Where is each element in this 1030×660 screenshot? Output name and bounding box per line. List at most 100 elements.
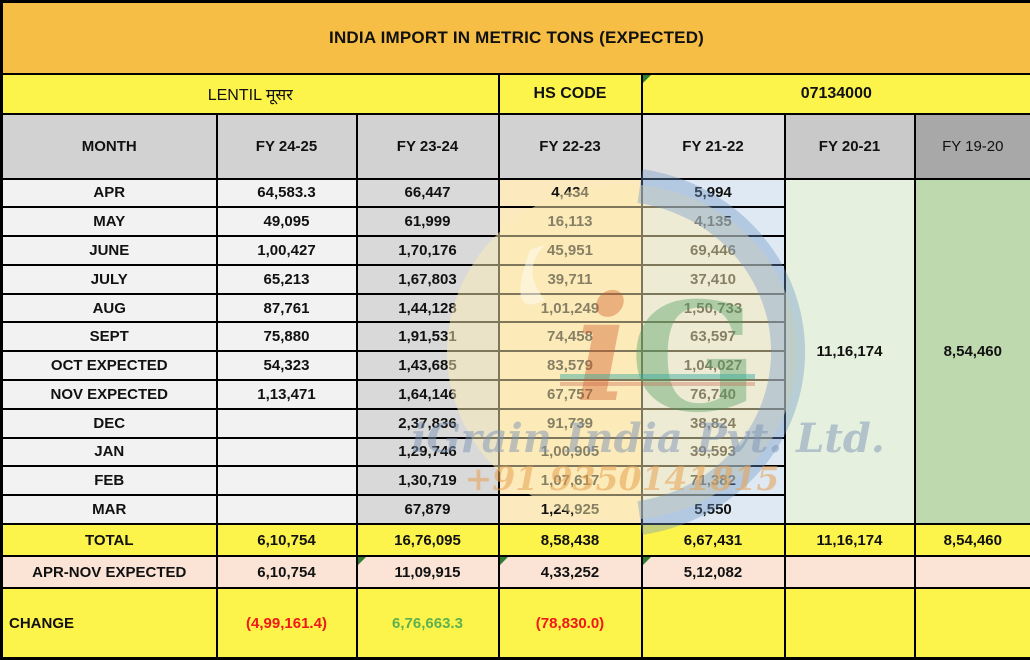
column-header-month[interactable]: MONTH [0, 112, 218, 180]
fy23-24-cell[interactable]: 1,30,719 [355, 465, 500, 497]
month-cell[interactable]: JULY [0, 263, 218, 295]
fy24-25-cell[interactable]: 54,323 [215, 350, 358, 381]
fy24-25-cell[interactable] [215, 494, 358, 525]
fy24-25-cell[interactable] [215, 436, 358, 468]
fy23-24-cell[interactable]: 1,67,803 [355, 263, 500, 295]
fy22-23-cell[interactable]: 1,24,925 [497, 494, 643, 525]
month-cell[interactable]: JUNE [0, 235, 218, 266]
fy24-25-cell[interactable]: 65,213 [215, 263, 358, 295]
hs-code-value-cell[interactable]: 07134000 [640, 72, 1030, 115]
month-cell[interactable]: NOV EXPECTED [0, 378, 218, 410]
fy24-25-cell[interactable]: 1,00,427 [215, 235, 358, 266]
fy21-22-cell[interactable]: 38,824 [640, 407, 786, 439]
fy21-22-cell[interactable]: 39,593 [640, 436, 786, 468]
fy24-25-cell[interactable]: 49,095 [215, 206, 358, 238]
fy23-24-cell[interactable]: 1,70,176 [355, 235, 500, 266]
fy22-23-cell[interactable]: 67,757 [497, 378, 643, 410]
table-row: APR 64,583.3 66,447 4,434 5,994 11,16,174 8,54… [0, 177, 1030, 525]
month-cell[interactable]: MAR [0, 494, 218, 525]
fy21-22-cell[interactable]: 37,410 [640, 263, 786, 295]
month-cell[interactable]: AUG [0, 292, 218, 324]
change-fy20-21[interactable] [783, 587, 916, 660]
apr-nov-fy22-23-value: 4,33,252 [540, 563, 600, 581]
fy20-21-annual-total-cell[interactable]: 11,16,174 [783, 177, 916, 525]
change-fy21-22[interactable] [640, 587, 786, 660]
change-fy24-25[interactable]: (4,99,161.4) [215, 587, 358, 660]
fy22-23-cell[interactable]: 91,739 [497, 407, 643, 439]
total-fy20-21[interactable]: 11,16,174 [783, 523, 916, 557]
month-cell[interactable]: SEPT [0, 321, 218, 353]
month-cell[interactable]: MAY [0, 206, 218, 238]
fy22-23-cell[interactable]: 83,579 [497, 350, 643, 381]
fy22-23-cell[interactable]: 1,00,905 [497, 436, 643, 468]
change-fy19-20[interactable] [913, 587, 1030, 660]
column-header-fy24-25[interactable]: FY 24-25 [215, 112, 358, 180]
fy23-24-cell[interactable]: 2,37,836 [355, 407, 500, 439]
month-cell[interactable]: JAN [0, 436, 218, 468]
fy21-22-cell[interactable]: 71,382 [640, 465, 786, 497]
total-fy19-20[interactable]: 8,54,460 [913, 523, 1030, 557]
month-cell[interactable]: DEC [0, 407, 218, 439]
change-label[interactable]: CHANGE [0, 587, 218, 660]
fy23-24-cell[interactable]: 1,64,146 [355, 378, 500, 410]
month-cell[interactable]: OCT EXPECTED [0, 350, 218, 381]
fy22-23-cell[interactable]: 45,951 [497, 235, 643, 266]
fy23-24-cell[interactable]: 1,91,531 [355, 321, 500, 353]
month-cell[interactable]: FEB [0, 465, 218, 497]
fy24-25-cell[interactable]: 87,761 [215, 292, 358, 324]
fy23-24-cell[interactable]: 1,44,128 [355, 292, 500, 324]
column-header-fy23-24[interactable]: FY 23-24 [355, 112, 500, 180]
fy21-22-cell[interactable]: 5,550 [640, 494, 786, 525]
fy23-24-cell[interactable]: 1,29,746 [355, 436, 500, 468]
apr-nov-fy22-23[interactable]: 4,33,252 [497, 555, 643, 589]
apr-nov-fy21-22[interactable]: 5,12,082 [640, 555, 786, 589]
hs-code-value: 07134000 [800, 84, 872, 102]
fy24-25-cell[interactable]: 64,583.3 [215, 177, 358, 209]
apr-nov-fy21-22-value: 5,12,082 [683, 563, 743, 581]
column-header-fy19-20[interactable]: FY 19-20 [913, 112, 1030, 180]
fy21-22-cell[interactable]: 69,446 [640, 235, 786, 266]
apr-nov-fy19-20[interactable] [913, 555, 1030, 589]
fy21-22-cell[interactable]: 63,597 [640, 321, 786, 353]
month-cell[interactable]: APR [0, 177, 218, 209]
change-fy22-23[interactable]: (78,830.0) [497, 587, 643, 660]
change-fy23-24[interactable]: 6,76,663.3 [355, 587, 500, 660]
total-fy24-25[interactable]: 6,10,754 [215, 523, 358, 557]
fy21-22-cell[interactable]: 1,50,733 [640, 292, 786, 324]
column-header-fy21-22[interactable]: FY 21-22 [640, 112, 786, 180]
total-fy23-24[interactable]: 16,76,095 [355, 523, 500, 557]
error-indicator-triangle [500, 558, 508, 565]
fy24-25-cell[interactable]: 1,13,471 [215, 378, 358, 410]
fy22-23-cell[interactable]: 1,07,617 [497, 465, 643, 497]
fy22-23-cell[interactable]: 16,113 [497, 206, 643, 238]
fy23-24-cell[interactable]: 61,999 [355, 206, 500, 238]
total-fy22-23[interactable]: 8,58,438 [497, 523, 643, 557]
fy22-23-cell[interactable]: 4,434 [497, 177, 643, 209]
column-header-fy20-21[interactable]: FY 20-21 [783, 112, 916, 180]
fy24-25-cell[interactable]: 75,880 [215, 321, 358, 353]
apr-nov-fy23-24-value: 11,09,915 [394, 563, 461, 581]
fy19-20-annual-total-cell[interactable]: 8,54,460 [913, 177, 1030, 525]
apr-nov-fy23-24[interactable]: 11,09,915 [355, 555, 500, 589]
fy21-22-cell[interactable]: 4,135 [640, 206, 786, 238]
apr-nov-fy20-21[interactable] [783, 555, 916, 589]
fy21-22-cell[interactable]: 1,04,027 [640, 350, 786, 381]
fy24-25-cell[interactable] [215, 465, 358, 497]
fy21-22-cell[interactable]: 5,994 [640, 177, 786, 209]
fy22-23-cell[interactable]: 1,01,249 [497, 292, 643, 324]
hs-code-label-cell[interactable]: HS CODE [497, 72, 643, 115]
fy23-24-cell[interactable]: 66,447 [355, 177, 500, 209]
fy22-23-cell[interactable]: 39,711 [497, 263, 643, 295]
commodity-cell[interactable]: LENTIL मूसर [0, 72, 500, 115]
fy21-22-cell[interactable]: 76,740 [640, 378, 786, 410]
fy23-24-cell[interactable]: 1,43,685 [355, 350, 500, 381]
column-header-fy22-23[interactable]: FY 22-23 [497, 112, 643, 180]
apr-nov-fy24-25[interactable]: 6,10,754 [215, 555, 358, 589]
fy24-25-cell[interactable] [215, 407, 358, 439]
total-label[interactable]: TOTAL [0, 523, 218, 557]
apr-nov-label[interactable]: APR-NOV EXPECTED [0, 555, 218, 589]
fy22-23-cell[interactable]: 74,458 [497, 321, 643, 353]
fy23-24-cell[interactable]: 67,879 [355, 494, 500, 525]
total-fy21-22[interactable]: 6,67,431 [640, 523, 786, 557]
page-title: INDIA IMPORT IN METRIC TONS (EXPECTED) [0, 0, 1030, 75]
